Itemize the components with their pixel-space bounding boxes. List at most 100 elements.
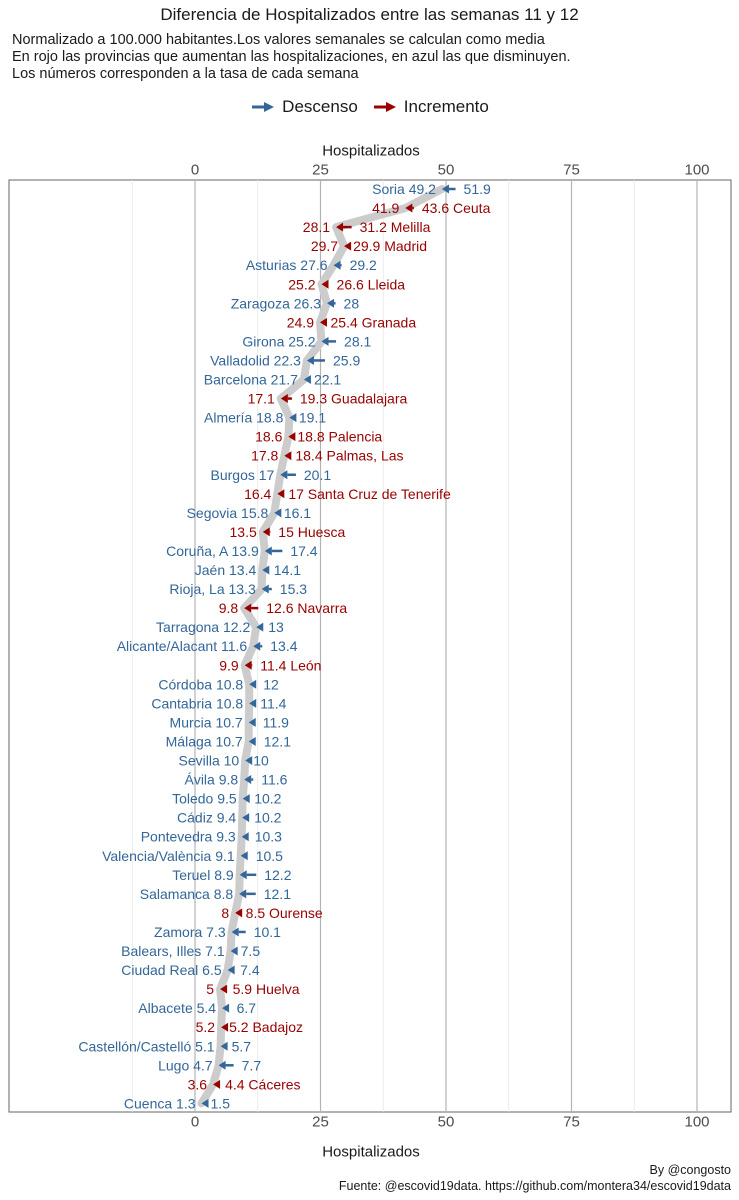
label-w11-Zaragoza: Zaragoza 26.3 [231,295,321,311]
x-tick-label-top: 50 [438,162,455,179]
arrow-head-Ávila [244,775,252,785]
chart-subtitle-line-2: En rojo las provincias que aumentan las … [12,49,571,65]
label-w12-Toledo: 10.2 [254,791,281,807]
label-w12-Burgos: 20.1 [304,467,331,483]
label-w11-Navarra: 9.8 [219,600,239,616]
x-tick-label-top: 75 [563,162,580,179]
arrow-head-Palencia [288,432,296,442]
panel-border [8,179,732,1113]
x-tick-label-bottom: 25 [312,1114,329,1131]
x-tick-label-bottom: 75 [563,1114,580,1131]
label-w11-Asturias: Asturias 27.6 [246,257,328,273]
label-w11-Albacete: Albacete 5.4 [138,1000,216,1016]
label-w12-Málaga: 12.1 [264,733,291,749]
arrow-head-Teruel [239,870,247,880]
label-w11-Murcia: Murcia 10.7 [170,714,243,730]
label-w12-León: 11.4 León [260,657,321,673]
chart-subtitle-line-1: Normalizado a 100.000 habitantes.Los val… [12,32,545,48]
arrow-head-Pontevedra [241,832,249,842]
label-w12-Coruña, A: 17.4 [290,543,317,559]
arrow-head-Huelva [220,984,228,994]
label-w12-Valencia/València: 10.5 [256,848,283,864]
label-w12-Lleida: 26.6 Lleida [337,276,406,292]
label-w11-Jaén: Jaén 13.4 [195,562,257,578]
label-w11-Alicante/Alacant: Alicante/Alacant 11.6 [117,638,248,654]
arrow-head-Ourense [235,908,243,918]
arrow-head-Salamanca [239,889,247,899]
label-w11-Ávila: Ávila 9.8 [184,772,238,788]
arrow-head-Ceuta [405,203,413,213]
label-w11-Huesca: 13.5 [230,524,257,540]
label-w12-Madrid: 29.9 Madrid [353,238,427,254]
arrow-head-Burgos [280,470,288,480]
x-tick-label-bottom: 50 [438,1114,455,1131]
arrow-head-Murcia [248,717,256,727]
arrow-head-Cádiz [242,813,250,823]
arrow-head-Jaén [262,565,270,575]
arrow-head-Zamora [231,927,239,937]
arrow-head-Badajoz [221,1022,229,1032]
label-w11-Cádiz: Cádiz 9.4 [177,810,236,826]
arrow-head-Cáceres [213,1079,221,1089]
label-w12-Guadalajara: 19.3 Guadalajara [300,391,408,407]
arrow-head-Lugo [218,1060,226,1070]
arrow-head-Huesca [262,527,270,537]
arrow-head-Soria [441,184,449,194]
label-w12-Granada: 25.4 Granada [331,314,417,330]
label-w11-Huelva: 5 [206,981,214,997]
arrow-head-Sevilla [245,756,253,765]
arrow-head-Zaragoza [327,298,335,308]
arrow-head-Guadalajara [280,394,288,404]
arrow-head-León [244,660,252,670]
label-w12-Córdoba: 12 [263,676,279,692]
label-w12-Alicante/Alacant: 13.4 [270,638,297,654]
legend-label-descenso: Descenso [282,97,358,116]
label-w12-Valladolid: 25.9 [333,352,360,368]
label-w11-Málaga: Málaga 10.7 [166,733,243,749]
x-tick-label-top: 100 [684,162,709,179]
label-w11-Ceuta: 41.9 [372,200,399,216]
label-w11-Toledo: Toledo 9.5 [172,791,237,807]
label-w12-Navarra: 12.6 Navarra [266,600,347,616]
arrow-head-Segovia [274,508,282,518]
label-w11-Córdoba: Córdoba 10.8 [158,676,243,692]
label-w11-Castellón/Castelló: Castellón/Castelló 5.1 [78,1038,214,1054]
arrow-head-Madrid [344,241,352,251]
label-w11-Ciudad Real: Ciudad Real 6.5 [121,962,222,978]
label-w11-Palencia: 18.6 [255,429,282,445]
descenso-arrow-icon [252,102,275,112]
label-w12-Sevilla: 10 [253,753,269,769]
chart-title: Diferencia de Hospitalizados entre las s… [160,5,579,24]
label-w11-Salamanca: Salamanca 8.8 [140,886,234,902]
label-w11-Balears, Illes: Balears, Illes 7.1 [121,943,225,959]
label-w12-Asturias: 29.2 [350,257,377,273]
incremento-arrow-icon [373,102,396,112]
label-w12-Segovia: 16.1 [284,505,311,521]
label-w11-Granada: 24.9 [287,314,314,330]
label-w12-Ourense: 8.5 Ourense [246,905,323,921]
label-w12-Badajoz: 5.2 Badajoz [229,1019,303,1035]
label-w12-Rioja, La: 15.3 [280,581,307,597]
label-w12-Cuenca: 1.5 [211,1095,231,1111]
label-w12-Murcia: 11.9 [263,714,289,730]
label-w11-Teruel: Teruel 8.9 [172,867,234,883]
label-w11-Almería: Almería 18.8 [204,410,284,426]
label-w12-Balears, Illes: 7.5 [241,943,261,959]
label-w11-Tarragona: Tarragona 12.2 [156,619,250,635]
label-w12-Huelva: 5.9 Huelva [233,981,300,997]
arrow-head-Valencia/València [240,851,248,861]
label-w11-Valladolid: Valladolid 22.3 [210,352,301,368]
label-w12-Lugo: 7.7 [242,1057,262,1073]
x-tick-label-top: 25 [312,162,329,179]
label-w12-Cádiz: 10.2 [254,810,281,826]
label-w12-Zamora: 10.1 [254,924,281,940]
arrow-head-Castellón/Castelló [220,1041,228,1051]
caption-author: By @congosto [649,1163,731,1177]
label-w11-Cuenca: Cuenca 1.3 [124,1095,196,1111]
arrow-head-Asturias [333,260,341,270]
arrow-head-Girona [321,336,329,346]
arrow-head-Valladolid [306,355,314,365]
label-w12-Palmas, Las: 18.4 Palmas, Las [295,448,403,464]
arrow-head-Málaga [248,736,256,746]
arrow-head-Lleida [321,279,329,289]
